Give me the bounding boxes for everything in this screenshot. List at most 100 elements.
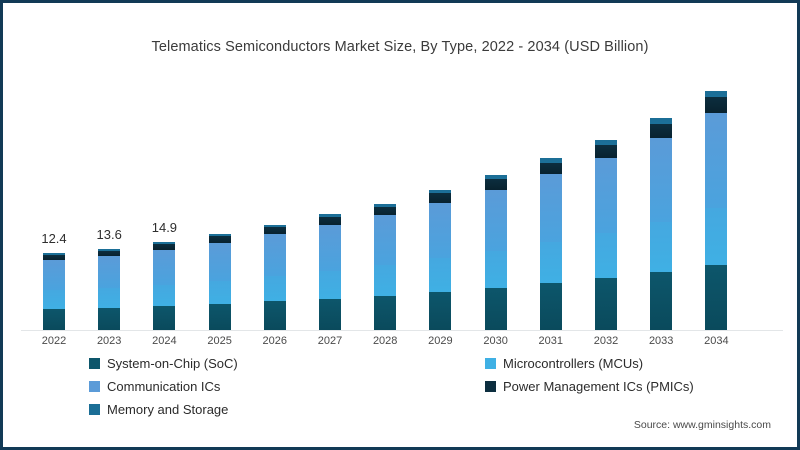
chart-canvas: Telematics Semiconductors Market Size, B…	[3, 3, 797, 447]
bar-segment-s4	[595, 278, 617, 330]
plot-area: 12.4 13.6 14.9	[21, 65, 783, 330]
bar-2033[interactable]	[650, 118, 673, 330]
bar-segment-s2	[374, 215, 397, 266]
x-tick-2029: 2029	[428, 335, 453, 347]
bar-2023[interactable]: 13.6	[97, 227, 122, 330]
bar-2034[interactable]	[705, 91, 728, 330]
bar-segment-s4	[650, 272, 673, 330]
bar-segment-s2	[484, 189, 507, 251]
bar-segment-s1	[153, 243, 176, 250]
bar-segment-s4	[484, 287, 507, 330]
bar-2032[interactable]	[595, 140, 617, 330]
legend-swatch-icon	[485, 381, 496, 392]
bar-2027[interactable]	[319, 214, 341, 330]
bar-segment-s2	[595, 158, 617, 234]
bar-segment-s3	[374, 265, 397, 296]
bar-segment-s2	[153, 249, 176, 285]
bar-segment-s1	[98, 250, 121, 257]
legend-item[interactable]: System-on-Chip (SoC)	[89, 356, 238, 371]
x-tick-2031: 2031	[538, 335, 564, 347]
bar-segment-s0	[263, 225, 286, 228]
legend-label: System-on-Chip (SoC)	[107, 356, 238, 371]
legend-item[interactable]: Microcontrollers (MCUs)	[485, 356, 643, 371]
x-tick-2032: 2032	[593, 335, 619, 347]
bar-segment-s3	[484, 250, 507, 288]
bar-segment-s2	[429, 202, 452, 259]
bar-segment-s4	[263, 301, 286, 330]
bar-segment-s1	[263, 227, 286, 235]
bar-segment-s4	[429, 291, 452, 330]
bar-segment-s1	[374, 206, 397, 216]
bar-segment-s4	[153, 305, 176, 330]
bar-segment-s1	[595, 145, 617, 159]
bar-2029[interactable]	[429, 190, 452, 330]
legend-item[interactable]: Memory and Storage	[89, 402, 228, 417]
chart-legend: System-on-Chip (SoC) Communication ICs Mem…	[89, 356, 749, 418]
bar-2022[interactable]: 12.4	[41, 231, 67, 330]
bar-segment-s4	[43, 308, 65, 330]
bar-segment-s2	[705, 113, 728, 208]
x-tick-2025: 2025	[207, 335, 232, 347]
x-tick-2030: 2030	[483, 335, 508, 347]
x-tick-2028: 2028	[372, 335, 398, 347]
bar-2031[interactable]	[539, 158, 562, 330]
bar-segment-s3	[539, 241, 562, 284]
bar-segment-s0	[650, 118, 673, 124]
bar-segment-s0	[595, 140, 617, 145]
bar-segment-s1	[319, 216, 341, 225]
bar-segment-s1	[650, 123, 673, 138]
legend-swatch-icon	[89, 404, 100, 415]
bar-segment-s2	[98, 256, 121, 289]
bar-2026[interactable]	[263, 225, 286, 330]
bar-segment-s3	[98, 288, 121, 308]
x-axis-tick-labels: 2022 2023 2024 2025 2026 2027 2028 2029 2030 2031…	[21, 335, 783, 351]
legend-label: Power Management ICs (PMICs)	[503, 379, 694, 394]
bar-segment-s3	[650, 221, 673, 273]
bar-segment-s3	[208, 280, 231, 304]
bar-segment-s0	[484, 175, 507, 179]
bar-value-label: 12.4	[41, 231, 67, 246]
bar-segment-s4	[319, 298, 341, 330]
source-attribution: Source: www.gminsights.com	[633, 419, 771, 431]
bar-segment-s1	[429, 193, 452, 203]
bar-segment-s0	[374, 204, 397, 207]
x-tick-2023: 2023	[96, 335, 122, 347]
bar-segment-s0	[43, 253, 65, 255]
bar-segment-s1	[43, 254, 65, 260]
legend-swatch-icon	[89, 381, 100, 392]
legend-swatch-icon	[89, 358, 100, 369]
bar-segment-s4	[705, 264, 728, 330]
bar-segment-s3	[319, 270, 341, 299]
bar-segment-s3	[153, 284, 176, 306]
bar-2030[interactable]	[484, 175, 507, 330]
bar-segment-s0	[319, 214, 341, 217]
bar-segment-s0	[208, 234, 231, 237]
bar-value-label: 14.9	[151, 220, 178, 235]
bar-2028[interactable]	[374, 204, 397, 330]
bar-value-label: 13.6	[96, 227, 122, 242]
bar-segment-s2	[208, 242, 231, 281]
bar-segment-s0	[153, 242, 176, 244]
bar-segment-s2	[43, 259, 65, 291]
bar-segment-s4	[208, 303, 231, 330]
bar-segment-s1	[484, 178, 507, 190]
bar-2024[interactable]: 14.9	[152, 220, 177, 330]
x-tick-2026: 2026	[262, 335, 288, 347]
bar-segment-s0	[539, 158, 562, 163]
bar-segment-s3	[429, 258, 452, 292]
bar-segment-s0	[98, 249, 121, 251]
bar-segment-s1	[705, 97, 728, 114]
bar-segment-s0	[429, 190, 452, 194]
legend-item[interactable]: Power Management ICs (PMICs)	[485, 379, 694, 394]
bar-segment-s3	[595, 233, 617, 279]
bar-segment-s4	[539, 283, 562, 330]
legend-label: Memory and Storage	[107, 402, 229, 417]
bar-2025[interactable]	[208, 234, 231, 330]
x-tick-2033: 2033	[648, 335, 674, 347]
x-tick-2024: 2024	[152, 335, 177, 347]
bar-segment-s0	[705, 91, 728, 98]
bar-segment-s1	[208, 236, 231, 243]
legend-item[interactable]: Communication ICs	[89, 379, 220, 394]
bar-segment-s2	[539, 174, 562, 242]
